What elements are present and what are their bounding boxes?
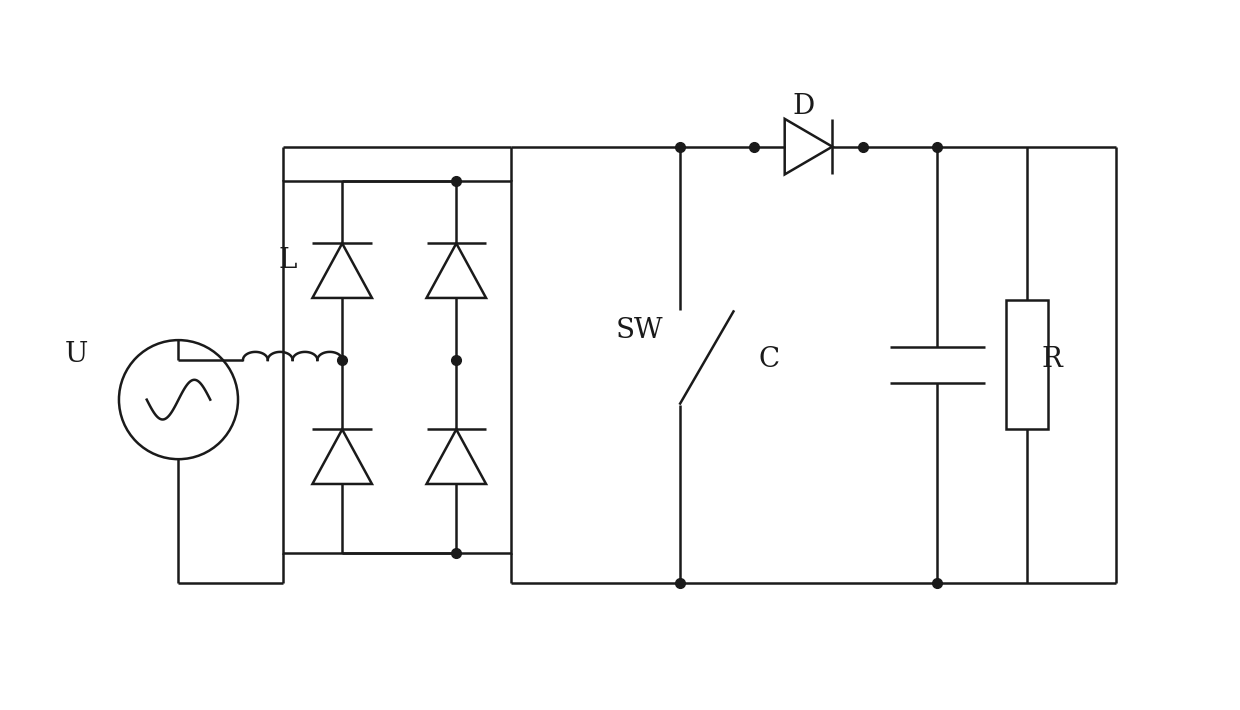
Bar [283, 181, 511, 553]
Text: U: U [64, 342, 88, 368]
Text: C: C [759, 346, 780, 373]
Text: D: D [792, 94, 815, 121]
Text: R: R [1042, 346, 1061, 373]
Bar [1006, 300, 1048, 430]
Text: SW: SW [616, 317, 663, 344]
Text: L: L [279, 247, 296, 274]
